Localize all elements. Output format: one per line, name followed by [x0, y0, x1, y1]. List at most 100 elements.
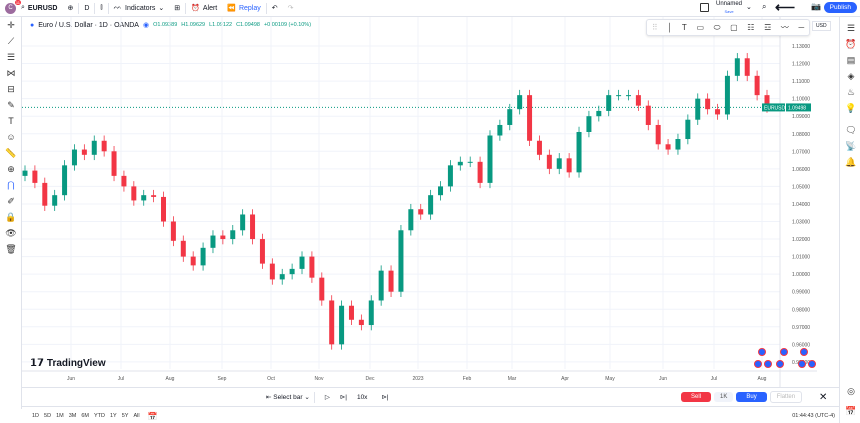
chart-type-button[interactable]: ⫾	[95, 0, 107, 17]
rectangle-icon[interactable]: ▢	[730, 23, 738, 32]
calendar-icon[interactable]: 📅	[845, 405, 857, 416]
y-tick-label: 1.09000	[792, 114, 810, 120]
layout-name[interactable]: Unnamed Save	[716, 1, 743, 14]
alert-button[interactable]: ⏰ Alert	[191, 4, 218, 13]
lock-icon[interactable]: 🔒	[5, 211, 17, 222]
chat-icon[interactable]: 🗨	[845, 124, 857, 135]
redo-button[interactable]: ↷	[287, 5, 294, 12]
streams-icon[interactable]: 📡	[845, 140, 857, 151]
y-tick-label: 1.07000	[792, 149, 810, 155]
zoom-in-icon[interactable]: ⊕	[7, 163, 15, 174]
close-icon[interactable]: ✕	[819, 391, 828, 403]
price-chart[interactable]: 1.13000 1.12000 1.11000 1.10000 1.09000 1.080…	[22, 17, 817, 387]
help-icon[interactable]: ◎	[847, 385, 855, 396]
symbol-title[interactable]: Euro / U.S. Dollar · 1D · OANDA	[38, 21, 139, 29]
drag-handle-icon[interactable]: ⠿	[651, 23, 658, 32]
compare-button[interactable]: ⊕	[62, 0, 78, 17]
brush-icon[interactable]: ✎	[7, 99, 15, 110]
range-1m[interactable]: 1M	[56, 413, 64, 419]
economic-event-icon[interactable]	[780, 348, 788, 356]
candle	[230, 225, 236, 245]
parallel-channel-icon[interactable]: ☷	[747, 23, 755, 32]
emoji-icon[interactable]: ☺	[6, 132, 16, 142]
range-5d[interactable]: 5D	[44, 413, 52, 419]
chevron-down-icon[interactable]: ⌄	[746, 4, 752, 11]
symbol-search[interactable]: ⌕ EURUSD	[21, 4, 58, 12]
path-icon[interactable]: 〰	[780, 23, 789, 32]
sell-button[interactable]: Sell	[681, 392, 712, 402]
trend-line-icon[interactable]: ⟋	[7, 35, 15, 46]
hotlist-icon[interactable]: ♨	[846, 86, 856, 97]
y-tick-label: 1.04000	[792, 202, 810, 208]
economic-event-icon[interactable]	[808, 360, 816, 368]
select-bar-button[interactable]: ⇤ Select bar ⌄	[266, 394, 310, 401]
news-icon[interactable]: ▤	[846, 54, 856, 65]
undo-button[interactable]: ↶	[271, 5, 278, 12]
economic-event-icon[interactable]	[776, 360, 784, 368]
layers-icon[interactable]: ◈	[847, 70, 855, 81]
ellipse-icon[interactable]: ⬭	[713, 22, 721, 32]
layouts-button[interactable]: ⊞	[169, 0, 185, 17]
ideas-icon[interactable]: 💡	[845, 102, 857, 113]
vertical-line-icon[interactable]: │	[667, 23, 673, 32]
publish-button[interactable]: Publish	[823, 2, 857, 13]
step-forward-icon[interactable]: ⊳|	[339, 394, 347, 401]
range-6m[interactable]: 6M	[81, 413, 89, 419]
range-1d[interactable]: 1D	[32, 413, 40, 419]
range-1y[interactable]: 1Y	[109, 413, 117, 419]
prediction-icon[interactable]: ⊟	[7, 83, 15, 94]
speed-button[interactable]: 10x	[356, 393, 368, 401]
tradingview-logo[interactable]: 𝟭𝟳 TradingView	[30, 358, 106, 369]
flatten-button[interactable]: Flatten	[769, 391, 803, 403]
jump-to-realtime-icon[interactable]: ⊳|	[381, 394, 389, 401]
candle	[269, 258, 275, 285]
horizontal-line-icon[interactable]: ─	[798, 23, 805, 32]
regression-icon[interactable]: ☲	[764, 23, 772, 32]
interval-button[interactable]: D	[84, 4, 90, 12]
callout-icon[interactable]: ▭	[696, 23, 704, 32]
eye-icon[interactable]: 👁	[5, 227, 17, 238]
range-all[interactable]: All	[133, 413, 140, 419]
ruler-icon[interactable]: 📏	[5, 147, 17, 158]
candle	[438, 181, 444, 201]
range-ytd[interactable]: YTD	[93, 413, 105, 419]
buy-button[interactable]: Buy	[736, 392, 767, 402]
watchlist-icon[interactable]: ☰	[846, 22, 856, 33]
fib-icon[interactable]: ☰	[6, 51, 16, 62]
layout-checkbox[interactable]	[700, 3, 709, 12]
alarm-clock-icon[interactable]: ⏰	[845, 38, 857, 49]
lock-drawing-icon[interactable]: ✐	[7, 195, 15, 206]
trash-icon[interactable]: 🗑	[5, 243, 17, 254]
currency-select[interactable]: USD	[812, 21, 831, 31]
candle	[566, 153, 572, 178]
x-tick-label: Sep	[218, 376, 227, 382]
quick-search-icon[interactable]: ⌕	[762, 2, 767, 11]
pattern-icon[interactable]: ⋈	[6, 67, 16, 78]
economic-event-icon[interactable]	[800, 348, 808, 356]
range-5y[interactable]: 5Y	[121, 413, 129, 419]
clock[interactable]: 01:44:43 (UTC-4)	[792, 413, 835, 419]
range-3m[interactable]: 3M	[68, 413, 77, 419]
indicators-button[interactable]: ᨓ Indicators ⌄	[113, 4, 165, 12]
x-tick-label: Aug	[166, 376, 175, 382]
date-range-icon[interactable]: 📅	[147, 411, 158, 421]
play-icon[interactable]: ▷	[324, 394, 330, 401]
candle	[42, 177, 48, 211]
quantity-field[interactable]: 1K	[714, 392, 734, 402]
economic-event-icon[interactable]	[798, 360, 806, 368]
economic-event-icon[interactable]	[758, 348, 766, 356]
text-icon[interactable]: T	[681, 23, 687, 32]
text-icon[interactable]: T	[8, 116, 14, 126]
crosshair-icon[interactable]: ✛	[7, 19, 15, 30]
economic-event-icon[interactable]	[764, 360, 772, 368]
candle	[329, 295, 335, 350]
bell-icon[interactable]: 🔔	[845, 156, 857, 167]
candle	[645, 100, 651, 131]
economic-event-icon[interactable]	[754, 360, 762, 368]
replay-button[interactable]: ⏪ Replay	[227, 4, 261, 13]
data-source-icon: ◉	[142, 22, 150, 29]
avatar[interactable]: C 11	[5, 0, 21, 14]
magnet-icon[interactable]: ⋂	[7, 179, 15, 190]
candle	[665, 139, 671, 155]
camera-icon[interactable]: 📷	[811, 2, 821, 11]
